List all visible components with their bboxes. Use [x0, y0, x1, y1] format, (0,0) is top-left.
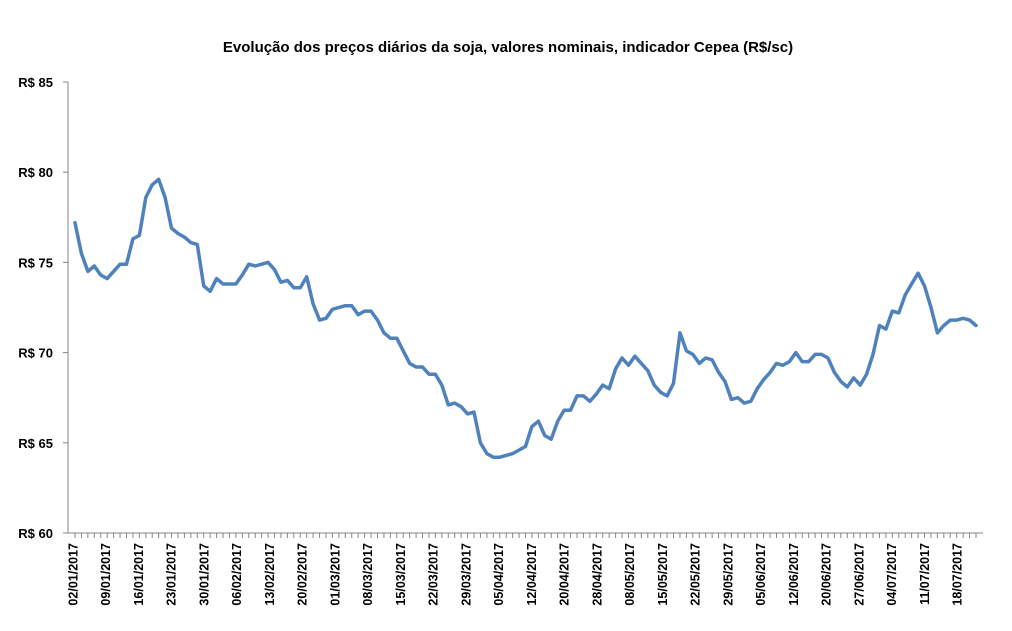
x-tick-label: 06/02/2017: [230, 543, 244, 606]
y-tick-label: R$ 65: [18, 436, 53, 451]
x-tick-label: 11/07/2017: [918, 543, 932, 605]
y-tick-label: R$ 80: [18, 165, 53, 180]
x-tick-label: 29/05/2017: [721, 543, 735, 606]
x-tick-label: 20/06/2017: [820, 543, 834, 606]
x-tick-label: 28/04/2017: [590, 543, 604, 606]
x-tick-label: 13/02/2017: [263, 543, 277, 606]
x-tick-label: 12/04/2017: [525, 543, 539, 606]
x-tick-label: 16/01/2017: [132, 543, 146, 606]
x-tick-label: 20/02/2017: [296, 543, 310, 606]
x-tick-label: 05/06/2017: [754, 543, 768, 606]
x-tick-label: 12/06/2017: [787, 543, 801, 606]
x-tick-label: 08/05/2017: [623, 543, 637, 606]
y-tick-label: R$ 75: [18, 255, 53, 270]
x-tick-label: 23/01/2017: [165, 543, 179, 606]
x-tick-label: 20/04/2017: [558, 543, 572, 606]
x-tick-label: 04/07/2017: [885, 543, 899, 606]
y-axis-ticks: R$ 60 R$ 65 R$ 70 R$ 75 R$ 80 R$ 85: [18, 75, 68, 541]
x-tick-label: 02/01/2017: [67, 543, 81, 606]
chart-title: Evolução dos preços diários da soja, val…: [223, 39, 793, 56]
y-tick-label: R$ 60: [18, 526, 53, 541]
x-tick-label: 01/03/2017: [328, 543, 342, 606]
price-series-line: [73, 177, 978, 459]
x-tick-label: 22/03/2017: [427, 543, 441, 606]
y-tick-label: R$ 70: [18, 346, 53, 361]
x-tick-label: 05/04/2017: [492, 543, 506, 606]
x-tick-label: 27/06/2017: [852, 543, 866, 606]
x-tick-label: 15/03/2017: [394, 543, 408, 606]
x-tick-label: 30/01/2017: [198, 543, 212, 606]
x-tick-label: 15/05/2017: [656, 543, 670, 606]
x-tick-label: 09/01/2017: [99, 543, 113, 606]
x-tick-label: 22/05/2017: [689, 543, 703, 606]
y-tick-label: R$ 85: [18, 75, 53, 90]
x-axis-ticks: 02/01/2017 09/01/2017 16/01/2017 23/01/2017…: [67, 533, 977, 606]
x-tick-label: 18/07/2017: [951, 543, 965, 606]
x-tick-label: 08/03/2017: [361, 543, 375, 606]
x-tick-label: 29/03/2017: [459, 543, 473, 606]
